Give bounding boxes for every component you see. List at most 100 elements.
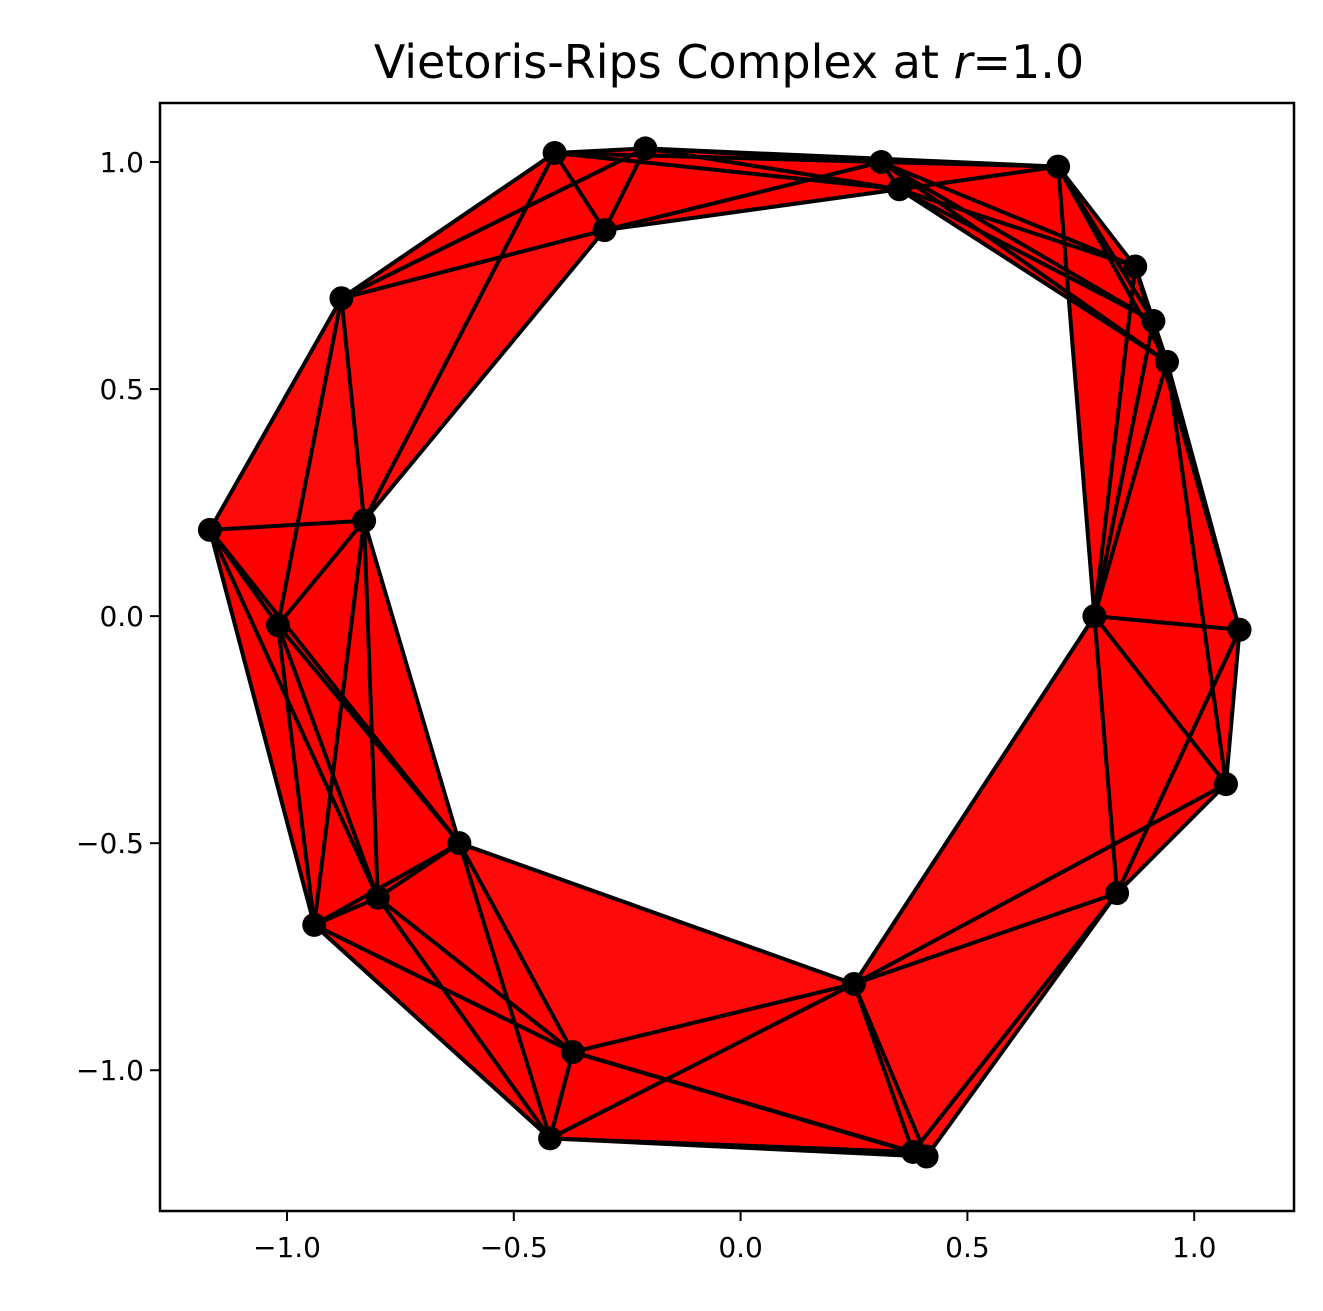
complex-edge: [1092, 359, 1169, 619]
complex-edge: [1092, 614, 1120, 896]
complex-edge: [548, 1050, 575, 1141]
complex-edge: [897, 187, 1156, 323]
complex-edge: [548, 1136, 929, 1159]
data-points: [197, 136, 1252, 1169]
complex-edge: [275, 623, 380, 900]
complex-edge: [1092, 264, 1138, 619]
chart-title: Vietoris-Rips Complex at r=1.0: [374, 35, 1084, 89]
complex-edge: [362, 518, 380, 900]
data-point: [842, 971, 867, 996]
y-tick-label: −0.5: [76, 827, 144, 860]
plot-frame: [158, 101, 1296, 1213]
x-tick-label: 0.0: [718, 1231, 763, 1264]
x-tick-label: 1.0: [1172, 1231, 1217, 1264]
complex-edge: [362, 518, 462, 846]
complex-edge: [1092, 614, 1228, 787]
complex-edge: [457, 841, 857, 986]
complex-edge: [275, 296, 344, 628]
complex-edge: [207, 527, 280, 628]
data-point: [265, 613, 290, 638]
complex-edge: [1164, 359, 1228, 787]
complex-edge: [910, 891, 1120, 1154]
data-point: [1105, 881, 1130, 906]
data-point: [329, 286, 354, 311]
complex-edge: [602, 146, 648, 233]
complex-edge: [207, 527, 317, 927]
data-point: [1082, 604, 1107, 629]
data-point: [1213, 772, 1238, 797]
complex-edge: [362, 150, 557, 523]
complex-edge: [852, 614, 1097, 986]
data-point: [1227, 617, 1252, 642]
y-axis: −1.0 −0.5 0.0 0.5 1.0: [76, 146, 160, 1087]
complex-edge: [1056, 164, 1097, 619]
complex-edge: [852, 782, 1228, 986]
complex-edge: [1223, 627, 1242, 787]
complex-edge: [1092, 318, 1156, 619]
data-point: [1141, 308, 1166, 333]
data-point: [542, 140, 567, 165]
complex-edge: [602, 160, 884, 233]
data-point: [633, 136, 658, 161]
complex-edge: [312, 518, 367, 927]
x-axis: −1.0 −0.5 0.0 0.5 1.0: [253, 1211, 1216, 1264]
data-point: [538, 1126, 563, 1151]
data-point: [869, 150, 894, 175]
complex-edge: [375, 895, 575, 1055]
complex-edge: [570, 981, 857, 1055]
simplex-triangle: [277, 298, 365, 626]
simplex-triangle: [459, 843, 855, 1053]
chart-title-variable: r: [954, 35, 976, 89]
chart-title-suffix: =1.0: [972, 35, 1084, 89]
x-tick-label: 0.5: [945, 1231, 990, 1264]
complex-edge: [897, 164, 1061, 192]
complex-edge: [897, 187, 1169, 364]
plot-area: [197, 136, 1252, 1169]
complex-edge: [312, 922, 553, 1141]
complex-edge: [457, 841, 553, 1141]
complex-edge: [457, 841, 575, 1055]
complex-edge: [548, 981, 857, 1141]
complex-edge: [339, 150, 557, 301]
y-tick-label: 0.0: [99, 600, 144, 633]
complex-edge: [570, 1050, 929, 1159]
complex-edge: [1092, 614, 1242, 632]
complex-edge: [339, 146, 648, 301]
complex-edge: [312, 922, 575, 1055]
complex-edge: [339, 296, 367, 523]
data-point: [447, 831, 472, 856]
complex-edge: [1164, 359, 1242, 632]
complex-edge: [602, 187, 902, 233]
data-point: [1154, 349, 1179, 374]
data-point: [365, 885, 390, 910]
x-tick-label: −0.5: [480, 1231, 548, 1264]
y-tick-label: 0.5: [99, 373, 144, 406]
complex-edge: [552, 150, 607, 233]
simplex-triangle: [314, 897, 551, 1139]
complex-edge: [852, 981, 929, 1159]
complex-edge: [879, 160, 1138, 269]
y-tick-label: 1.0: [99, 146, 144, 179]
complex-edge: [275, 623, 462, 846]
data-point: [197, 517, 222, 542]
y-tick-label: −1.0: [76, 1054, 144, 1087]
data-point: [887, 177, 912, 202]
complex-edge: [643, 146, 902, 192]
complex-edge: [879, 160, 1061, 169]
complex-edge: [339, 228, 607, 301]
complex-edge: [897, 187, 1138, 269]
complex-edge: [879, 160, 1156, 323]
simplex-triangle: [377, 843, 573, 1053]
complex-edge: [312, 841, 462, 927]
complex-edge: [552, 150, 902, 192]
x-tick-label: −1.0: [253, 1231, 321, 1264]
data-point: [1046, 154, 1071, 179]
simplex-triangle: [604, 148, 900, 231]
data-point: [560, 1040, 585, 1065]
complex-edge: [852, 891, 1120, 986]
complex-edge: [362, 228, 607, 523]
complex-edge: [275, 623, 317, 927]
complex-edge: [879, 160, 1169, 364]
data-point: [302, 912, 327, 937]
complex-edge: [924, 891, 1120, 1159]
